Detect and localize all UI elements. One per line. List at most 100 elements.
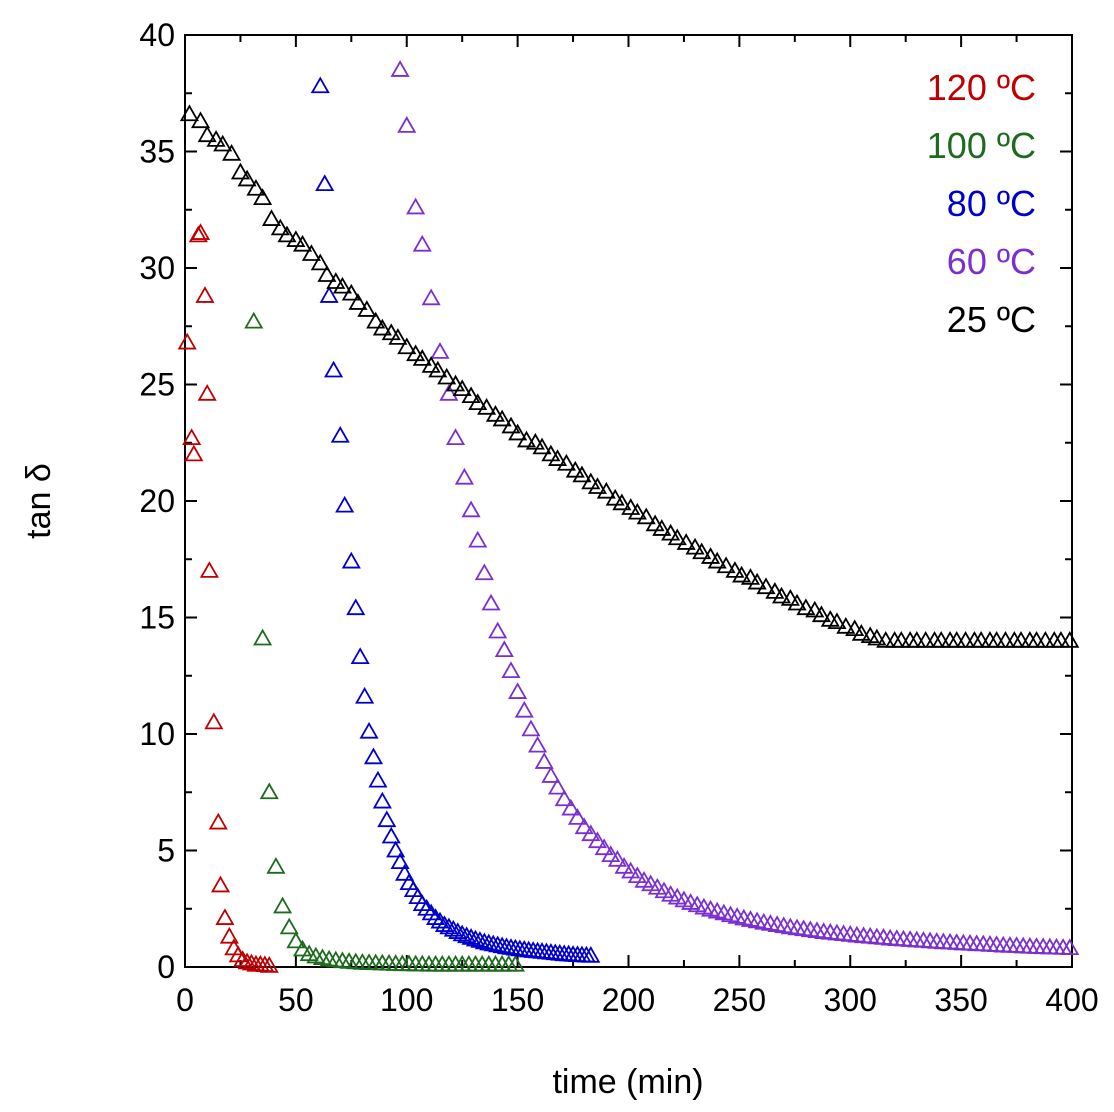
data-point (465, 929, 486, 947)
data-point (621, 498, 641, 515)
data-point (190, 111, 211, 129)
data-point (230, 162, 250, 180)
data-point (454, 467, 474, 485)
data-point (652, 519, 672, 536)
data-point (261, 209, 282, 226)
data-point (614, 856, 634, 874)
data-point (747, 572, 767, 590)
data-point (567, 808, 588, 825)
data-point (324, 360, 344, 378)
data-point (445, 374, 466, 392)
data-point (574, 817, 594, 835)
data-point (645, 514, 665, 532)
data-point (286, 230, 306, 247)
data-point (787, 593, 807, 611)
data-point (541, 766, 561, 783)
data-point (246, 178, 266, 196)
data-point (184, 444, 204, 462)
axis-ticks (184, 34, 1073, 968)
data-point (428, 360, 448, 378)
data-point (534, 752, 554, 769)
data-point (241, 953, 262, 971)
data-point (1060, 938, 1080, 956)
data-point (253, 188, 273, 206)
data-point (204, 712, 224, 730)
data-point (581, 472, 601, 490)
series-3 (390, 60, 1080, 956)
legend: 120 ºC 100 ºC 80 ºC 60 ºC 25 ºC (927, 67, 1036, 340)
data-point (310, 253, 330, 271)
data-point (359, 721, 379, 739)
data-point (341, 551, 361, 569)
data-point (627, 866, 647, 884)
x-axis-title: time (min) (552, 1063, 703, 1101)
data-point (488, 935, 508, 953)
data-point (394, 863, 415, 881)
data-point (494, 640, 514, 658)
data-point (317, 265, 337, 282)
data-point (390, 852, 410, 870)
axis-tick-labels: 0 50 100 150 200 250 300 350 400 0 5 10 15 20 25 30 35 40 (139, 17, 1098, 1018)
data-point (521, 719, 541, 737)
data-point (399, 873, 419, 891)
data-point (412, 234, 432, 252)
data-point (445, 428, 466, 445)
data-point (528, 735, 548, 753)
data-point (676, 533, 696, 550)
data-point (836, 617, 856, 634)
data-point (532, 437, 552, 455)
data-point (707, 551, 727, 569)
data-point (355, 686, 375, 704)
data-point (547, 777, 568, 795)
data-point (206, 130, 226, 147)
y-tick-label: 35 (139, 134, 175, 170)
data-point (430, 911, 450, 929)
data-point (601, 845, 621, 863)
data-point (443, 919, 463, 937)
data-point (581, 946, 601, 963)
data-point (474, 932, 494, 950)
legend-entry: 100 ºC (927, 125, 1036, 166)
data-point (572, 465, 592, 483)
data-point (397, 116, 417, 133)
legend-entry: 80 ºC (947, 183, 1036, 224)
data-point (348, 293, 368, 310)
data-point (492, 409, 512, 427)
data-point (430, 342, 450, 359)
data-point (259, 956, 279, 973)
data-point (292, 939, 313, 957)
data-point (222, 144, 242, 161)
data-point (692, 542, 712, 560)
data-point (565, 460, 585, 478)
data-point (210, 875, 231, 893)
plot-frame (184, 34, 1073, 968)
data-point (310, 76, 330, 94)
data-point (219, 926, 239, 944)
y-tick-label: 0 (157, 949, 175, 985)
data-point (516, 430, 537, 448)
x-tick-label: 50 (278, 982, 314, 1018)
data-points (177, 60, 1080, 973)
data-point (867, 628, 887, 646)
data-point (771, 586, 792, 604)
data-point (388, 328, 408, 345)
data-point (780, 589, 800, 606)
y-tick-label: 30 (139, 250, 175, 286)
data-point (796, 598, 816, 616)
data-point (508, 423, 528, 441)
data-point (621, 861, 641, 879)
data-point (700, 547, 721, 564)
data-point (732, 565, 752, 583)
y-tick-label: 40 (139, 17, 175, 53)
data-point (587, 831, 608, 849)
y-axis-title: tan δ (20, 463, 58, 539)
data-point (468, 530, 488, 548)
data-point (827, 612, 847, 630)
data-point (381, 826, 401, 844)
data-point (253, 628, 273, 646)
data-point (740, 568, 761, 585)
data-point (581, 824, 601, 842)
data-point (277, 225, 297, 243)
data-point (488, 621, 508, 639)
